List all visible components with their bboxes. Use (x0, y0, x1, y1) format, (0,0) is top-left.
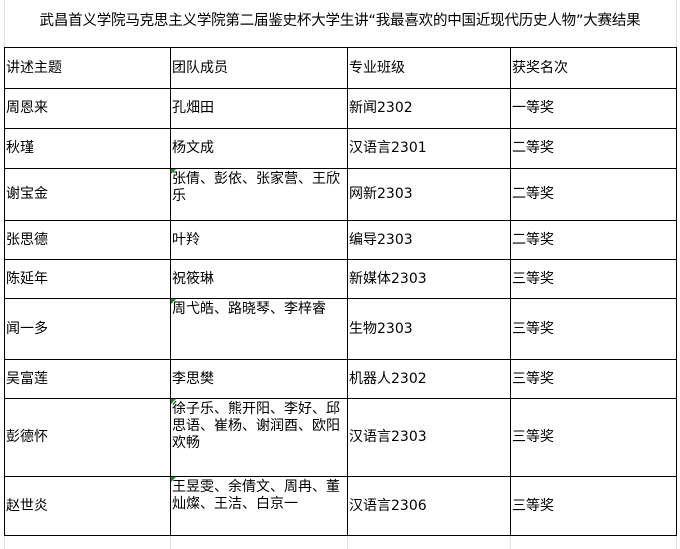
page-title: 武昌首义学院马克思主义学院第二届鉴史杯大学生讲“我最喜欢的中国近现代历史人物”大… (39, 13, 641, 29)
cell-class: 编导2303 (347, 220, 511, 260)
cell-class: 机器人2302 (347, 359, 511, 399)
cell-text: 张倩、彭依、张家营、王欣乐 (172, 171, 340, 204)
table-row: 谢宝金 张倩、彭依、张家营、王欣乐 网新2303 二等奖 (4, 168, 677, 221)
cell-members: 李思樊 (170, 359, 348, 399)
cell-topic: 赵世炎 (4, 476, 171, 536)
cell-award: 三等奖 (510, 259, 677, 299)
cell-text: 汉语言2303 (349, 429, 427, 445)
cell-class: 新闻2302 (347, 88, 511, 129)
header-row: 讲述主题 团队成员 专业班级 获奖名次 (4, 47, 677, 89)
cell-topic: 彭德怀 (4, 398, 171, 477)
table-row: 彭德怀 徐子乐、熊开阳、李好、邱思语、崔杨、谢润酉、欧阳欢畅 汉语言2303 三等奖 (4, 398, 677, 477)
header-award: 获奖名次 (510, 47, 677, 89)
cell-award: 二等奖 (510, 128, 677, 169)
cell-marker-icon (171, 299, 176, 304)
cell-text: 新媒体2303 (349, 270, 427, 287)
cell-members: 王昱雯、余倩文、周冉、董灿燦、王洁、白京一 (170, 476, 348, 536)
cell-text: 王昱雯、余倩文、周冉、董灿燦、王洁、白京一 (172, 479, 340, 512)
cell-topic: 闻一多 (4, 298, 171, 360)
cell-text: 张思德 (6, 231, 48, 248)
cell-text: 叶羚 (172, 231, 200, 248)
cell-text: 李思樊 (172, 370, 214, 387)
cell-text: 二等奖 (512, 231, 554, 248)
cell-text: 二等奖 (512, 186, 554, 202)
cell-text: 新闻2302 (349, 100, 413, 116)
cell-text: 汉语言2306 (349, 497, 427, 514)
cell-topic: 张思德 (4, 220, 171, 260)
cell-members: 张倩、彭依、张家营、王欣乐 (170, 168, 348, 221)
cell-text: 谢宝金 (6, 186, 48, 202)
cell-text: 徐子乐、熊开阳、李好、邱思语、崔杨、谢润酉、欧阳欢畅 (172, 401, 340, 451)
cell-members: 杨文成 (170, 128, 348, 169)
cell-class: 汉语言2301 (347, 128, 511, 169)
table-row: 周恩来 孔畑田 新闻2302 一等奖 (4, 88, 677, 129)
cell-marker-icon (171, 477, 176, 482)
header-members: 团队成员 (170, 47, 348, 89)
table-row: 吴富莲 李思樊 机器人2302 三等奖 (4, 359, 677, 399)
cell-award: 三等奖 (510, 298, 677, 360)
cell-text: 生物2303 (349, 320, 413, 337)
cell-award: 三等奖 (510, 359, 677, 399)
cell-text: 吴富莲 (6, 370, 48, 387)
cell-text: 闻一多 (6, 320, 48, 337)
cell-topic: 周恩来 (4, 88, 171, 129)
header-topic: 讲述主题 (4, 47, 171, 89)
table-row: 张思德 叶羚 编导2303 二等奖 (4, 220, 677, 260)
cell-text: 周恩来 (6, 100, 48, 116)
cell-text: 杨文成 (172, 140, 214, 156)
cell-text: 网新2303 (349, 186, 413, 202)
cell-class: 生物2303 (347, 298, 511, 360)
cell-class: 网新2303 (347, 168, 511, 221)
table-row: 赵世炎 王昱雯、余倩文、周冉、董灿燦、王洁、白京一 汉语言2306 三等奖 (4, 476, 677, 536)
cell-text: 机器人2302 (349, 370, 427, 387)
cell-class: 汉语言2306 (347, 476, 511, 536)
cell-text: 编导2303 (349, 231, 413, 248)
cell-text: 周弋皓、路晓琴、李梓睿 (172, 301, 326, 317)
table-row: 陈延年 祝筱琳 新媒体2303 三等奖 (4, 259, 677, 299)
cell-text: 彭德怀 (6, 429, 48, 445)
cell-award: 一等奖 (510, 88, 677, 129)
cell-topic: 谢宝金 (4, 168, 171, 221)
cell-members: 周弋皓、路晓琴、李梓睿 (170, 298, 348, 360)
cell-text: 三等奖 (512, 320, 554, 337)
cell-text: 孔畑田 (172, 100, 214, 116)
cell-class: 汉语言2303 (347, 398, 511, 477)
cell-text: 三等奖 (512, 497, 554, 514)
cell-text: 三等奖 (512, 270, 554, 287)
cell-award: 三等奖 (510, 476, 677, 536)
cell-award: 二等奖 (510, 168, 677, 221)
cell-text: 秋瑾 (6, 140, 34, 156)
cell-award: 三等奖 (510, 398, 677, 477)
header-class: 专业班级 (347, 47, 511, 89)
cell-members: 孔畑田 (170, 88, 348, 129)
table-row: 秋瑾 杨文成 汉语言2301 二等奖 (4, 128, 677, 169)
cell-topic: 吴富莲 (4, 359, 171, 399)
cell-award: 二等奖 (510, 220, 677, 260)
results-table: 讲述主题 团队成员 专业班级 获奖名次 周恩来 孔畑田 新闻2302 一等奖秋瑾 杨文成… (4, 47, 677, 536)
cell-topic: 秋瑾 (4, 128, 171, 169)
cell-text: 汉语言2301 (349, 140, 427, 156)
cell-marker-icon (171, 169, 176, 174)
cell-topic: 陈延年 (4, 259, 171, 299)
cell-members: 叶羚 (170, 220, 348, 260)
cell-text: 三等奖 (512, 429, 554, 445)
cell-members: 祝筱琳 (170, 259, 348, 299)
cell-text: 一等奖 (512, 100, 554, 116)
cell-text: 三等奖 (512, 370, 554, 387)
cell-text: 陈延年 (6, 270, 48, 287)
cell-members: 徐子乐、熊开阳、李好、邱思语、崔杨、谢润酉、欧阳欢畅 (170, 398, 348, 477)
cell-class: 新媒体2303 (347, 259, 511, 299)
cell-marker-icon (171, 399, 176, 404)
cell-text: 祝筱琳 (172, 270, 214, 287)
cell-text: 赵世炎 (6, 497, 48, 514)
cell-text: 二等奖 (512, 140, 554, 156)
table-row: 闻一多 周弋皓、路晓琴、李梓睿生物2303 三等奖 (4, 298, 677, 360)
